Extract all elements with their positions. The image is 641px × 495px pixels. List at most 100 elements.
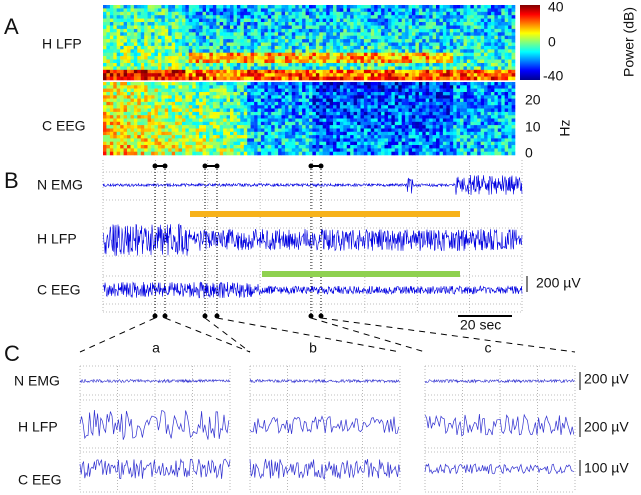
spectrogram-cell [209, 152, 213, 156]
spectrogram-cell [333, 132, 337, 136]
spectrogram-cell [240, 99, 244, 103]
spectrogram-cell [474, 26, 478, 30]
spectrogram-cell [271, 115, 275, 119]
spectrogram-cell [398, 5, 402, 9]
spectrogram-cell [216, 19, 220, 23]
spectrogram-cell [309, 73, 313, 77]
spectrogram-cell [237, 135, 241, 139]
spectrogram-cell [278, 102, 282, 106]
spectrogram-cell [285, 5, 289, 9]
spectrogram-cell [278, 39, 282, 43]
spectrogram-cell [247, 85, 251, 89]
spectrogram-cell [347, 32, 351, 36]
spectrogram-cell [357, 77, 361, 81]
spectrogram-cell [440, 135, 444, 139]
spectrogram-cell [148, 142, 152, 146]
spectrogram-cell [240, 135, 244, 139]
spectrogram-cell [498, 60, 502, 64]
spectrogram-cell [450, 53, 454, 57]
spectrogram-cell [271, 102, 275, 106]
spectrogram-cell [412, 148, 416, 152]
spectrogram-cell [292, 138, 296, 142]
spectrogram-cell [402, 132, 406, 136]
spectrogram-cell [453, 39, 457, 43]
spectrogram-cell [422, 26, 426, 30]
spectrogram-cell [436, 129, 440, 133]
spectrogram-cell [282, 112, 286, 116]
spectrogram-cell [433, 63, 437, 67]
spectrogram-cell [299, 43, 303, 47]
spectrogram-cell [244, 66, 248, 70]
spectrogram-cell [330, 135, 334, 139]
spectrogram-cell [436, 36, 440, 40]
spectrogram-cell [371, 26, 375, 30]
spectrogram-cell [216, 119, 220, 123]
spectrogram-cell [158, 29, 162, 33]
spectrogram-cell [192, 29, 196, 33]
spectrogram-cell [419, 39, 423, 43]
spectrogram-cell [330, 119, 334, 123]
spectrogram-cell [378, 135, 382, 139]
spectrogram-cell [309, 46, 313, 50]
spectrogram-cell [155, 29, 159, 33]
spectrogram-cell [203, 135, 207, 139]
spectrogram-cell [453, 19, 457, 23]
spectrogram-cell [106, 26, 110, 30]
spectrogram-cell [216, 26, 220, 30]
spectrogram-cell [367, 19, 371, 23]
spectrogram-cell [148, 60, 152, 64]
spectrogram-cell [185, 5, 189, 9]
spectrogram-cell [268, 82, 272, 86]
spectrogram-cell [491, 32, 495, 36]
spectrogram-cell [354, 56, 358, 60]
spectrogram-cell [151, 77, 155, 81]
spectrogram-cell [148, 122, 152, 126]
spectrogram-cell [117, 129, 121, 133]
spectrogram-cell [295, 132, 299, 136]
spectrogram-cell [282, 129, 286, 133]
spectrogram-cell [254, 148, 258, 152]
spectrogram-cell [385, 56, 389, 60]
spectrogram-cell [110, 66, 114, 70]
spectrogram-cell [182, 138, 186, 142]
spectrogram-cell [113, 102, 117, 106]
spectrogram-cell [254, 32, 258, 36]
spectrogram-cell [220, 5, 224, 9]
spectrogram-cell [155, 92, 159, 96]
spectrogram-cell [141, 115, 145, 119]
spectrogram-cell [288, 29, 292, 33]
spectrogram-cell [419, 122, 423, 126]
spectrogram-cell [453, 105, 457, 109]
spectrogram-cell [151, 129, 155, 133]
spectrogram-cell [350, 125, 354, 129]
spectrogram-cell [168, 85, 172, 89]
spectrogram-cell [357, 85, 361, 89]
spectrogram-cell [134, 85, 138, 89]
spectrogram-cell [446, 39, 450, 43]
spectrogram-cell [172, 89, 176, 93]
spectrogram-cell [106, 122, 110, 126]
spectrogram-cell [415, 115, 419, 119]
spectrogram-cell [285, 66, 289, 70]
spectrogram-cell [264, 129, 268, 133]
spectrogram-cell [292, 132, 296, 136]
spectrogram-cell [264, 39, 268, 43]
spectrogram-cell [282, 43, 286, 47]
spectrogram-cell [209, 63, 213, 67]
spectrogram-cell [337, 109, 341, 113]
spectrogram-cell [446, 135, 450, 139]
spectrogram-cell [412, 60, 416, 64]
spectrogram-cell [230, 43, 234, 47]
spectrogram-cell [409, 19, 413, 23]
spectrogram-cell [110, 43, 114, 47]
spectrogram-cell [220, 56, 224, 60]
spectrogram-cell [367, 99, 371, 103]
spectrogram-cell [505, 19, 509, 23]
spectrogram-cell [220, 95, 224, 99]
spectrogram-cell [309, 109, 313, 113]
spectrogram-cell [292, 105, 296, 109]
spectrogram-cell [402, 26, 406, 30]
spectrogram-cell [216, 142, 220, 146]
spectrogram-cell [124, 112, 128, 116]
spectrogram-cell [464, 43, 468, 47]
